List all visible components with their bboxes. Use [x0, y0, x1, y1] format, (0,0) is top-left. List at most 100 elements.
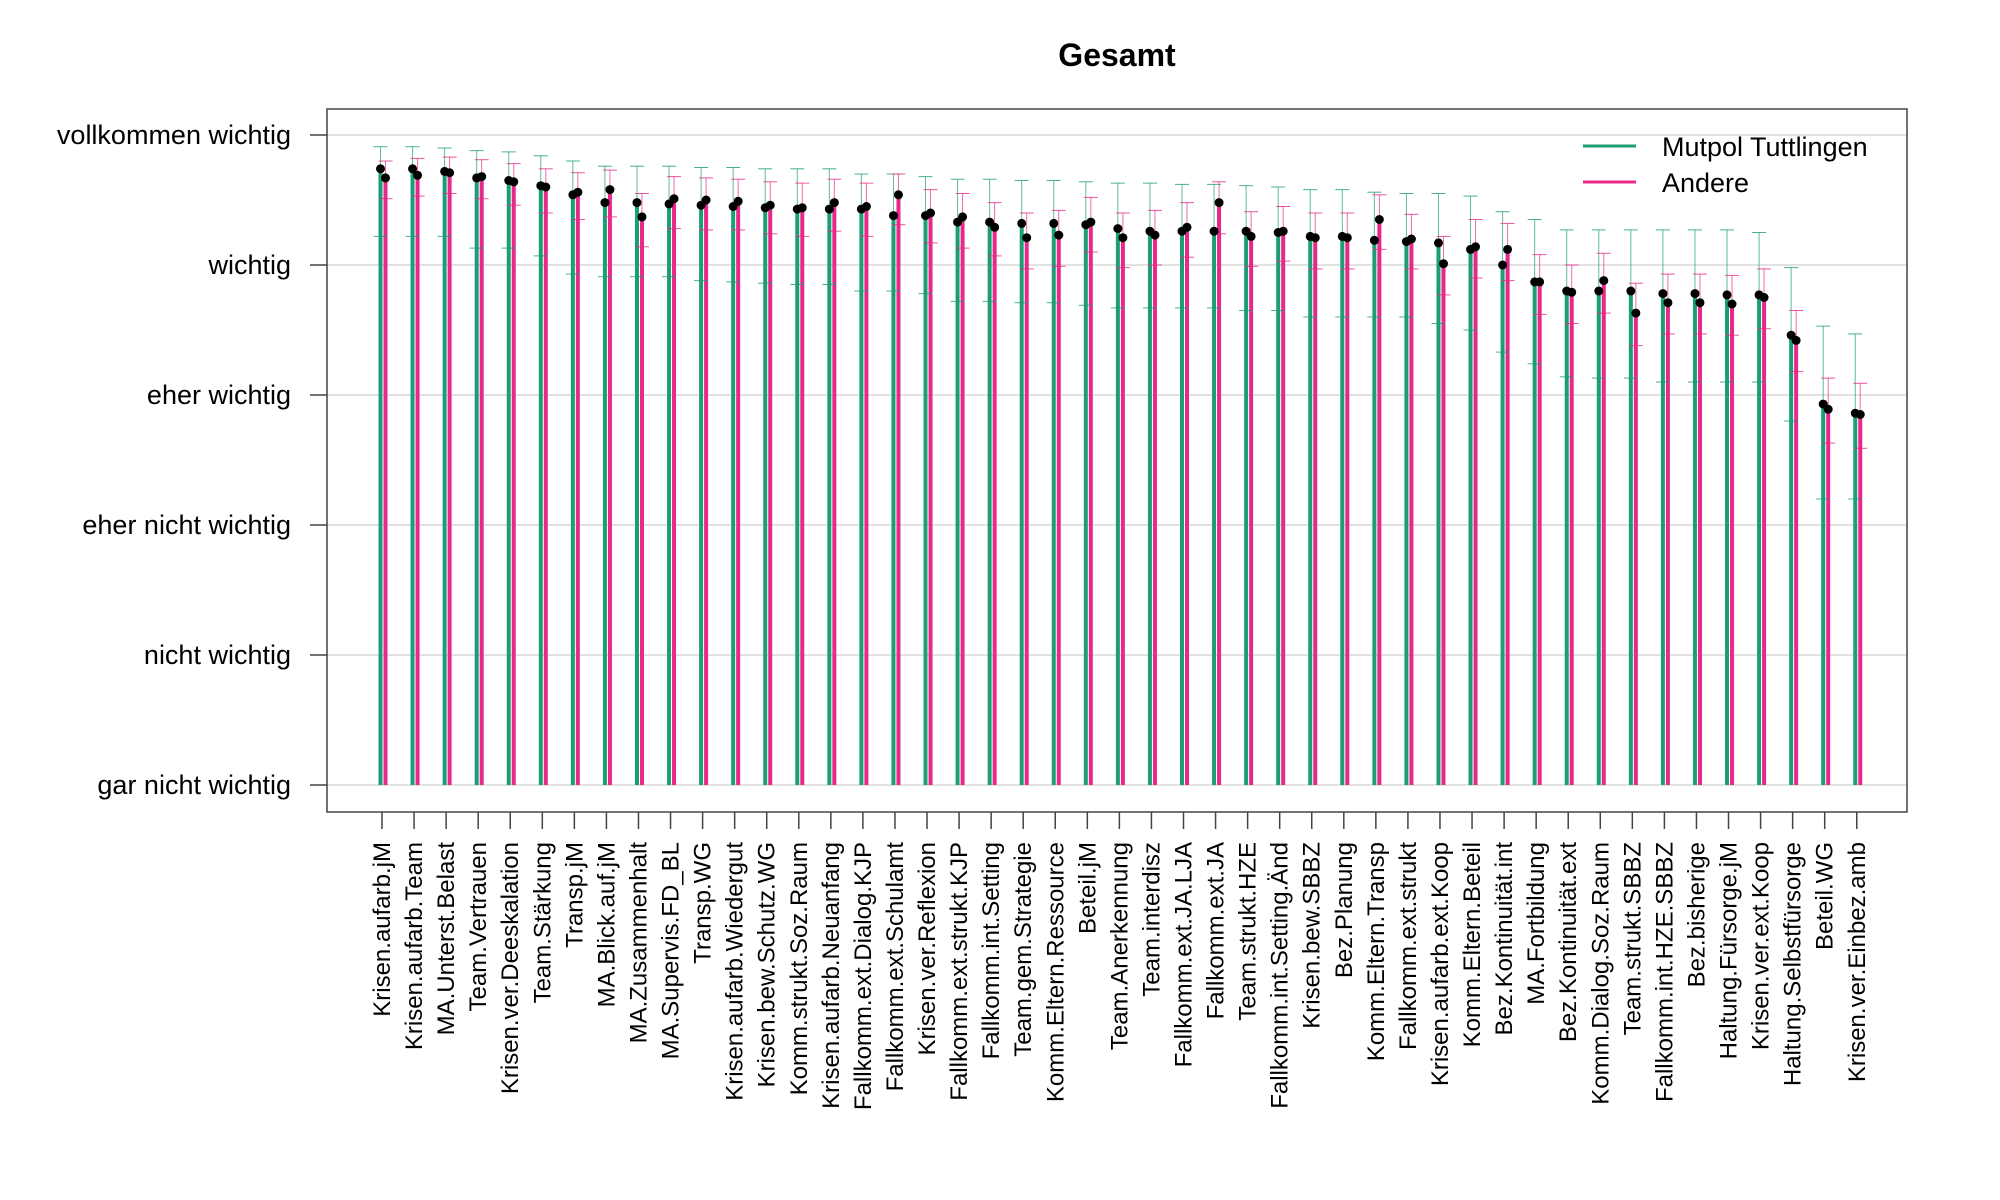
- bar: [1697, 302, 1702, 785]
- mean-point: [1722, 290, 1732, 300]
- bar: [442, 171, 447, 785]
- x-tick-label: Krisen.aufarb.ext.Koop: [1427, 842, 1454, 1086]
- x-tick-label: Komm.Dialog.Soz.Raum: [1587, 842, 1614, 1105]
- mean-point: [600, 198, 610, 208]
- mean-point: [632, 198, 642, 208]
- mean-point: [1855, 410, 1865, 419]
- mean-point: [445, 168, 455, 178]
- x-tick-label: Krisen.ver.ext.Koop: [1748, 842, 1775, 1050]
- mean-point: [413, 170, 423, 180]
- plot-frame: [326, 108, 1908, 813]
- mean-point: [1150, 230, 1160, 240]
- legend: Mutpol Tuttlingen Andere: [1583, 132, 1868, 198]
- x-tick-label: Beteil.jM: [1074, 842, 1101, 934]
- bar: [832, 202, 837, 786]
- bar: [1115, 228, 1120, 786]
- bars: [378, 168, 1863, 786]
- bar: [383, 177, 388, 785]
- bar: [1660, 293, 1665, 785]
- x-tick-label: Team.Anerkennung: [1106, 842, 1133, 1050]
- x-tick-label: Team.Stärkung: [529, 842, 556, 1003]
- mean-point: [893, 190, 903, 200]
- bar: [827, 209, 832, 786]
- mean-point: [1246, 231, 1256, 241]
- mean-point: [1369, 235, 1379, 245]
- bar: [479, 176, 484, 786]
- mean-point: [797, 203, 807, 213]
- bar: [1212, 231, 1217, 785]
- x-tick-label: MA.Supervis.FD_BL: [658, 842, 685, 1059]
- mean-point: [477, 172, 487, 182]
- bar: [768, 205, 773, 785]
- bar: [1404, 241, 1409, 786]
- bar: [1826, 409, 1831, 785]
- bar: [1633, 313, 1638, 785]
- bar: [992, 227, 997, 786]
- mean-point: [1759, 293, 1769, 302]
- y-tick-label: eher nicht wichtig: [82, 510, 291, 540]
- bar: [1083, 224, 1088, 785]
- legend-label-andere: Andere: [1662, 168, 1749, 198]
- bar: [763, 207, 768, 786]
- mean-point: [1022, 233, 1032, 243]
- bar: [1692, 293, 1697, 785]
- bar: [1789, 335, 1794, 785]
- bar: [736, 201, 741, 786]
- x-tick-label: Team.strukt.SBBZ: [1619, 842, 1646, 1035]
- x-tick-label: Krisen.ver.Deeskalation: [497, 842, 524, 1094]
- mean-point: [1310, 233, 1320, 243]
- mean-point: [958, 212, 968, 222]
- mean-point: [990, 222, 1000, 232]
- y-tick-label: wichtig: [207, 250, 291, 280]
- mean-point: [861, 202, 871, 211]
- y-axis: gar nicht wichtig nicht wichtig eher nicht…: [57, 120, 327, 800]
- bar: [1152, 235, 1157, 786]
- mean-point: [541, 182, 551, 192]
- x-tick-label: Team.gem.Strategie: [1010, 842, 1037, 1057]
- bar: [1147, 231, 1152, 785]
- x-tick-label: MA.Blick.auf.jM: [593, 842, 620, 1007]
- x-tick-label: Team.interdisz: [1138, 842, 1165, 997]
- error-bars: [373, 146, 1868, 500]
- bar: [1532, 281, 1537, 785]
- mean-point: [1118, 233, 1128, 243]
- mean-point: [1113, 224, 1123, 234]
- mean-point: [408, 164, 418, 174]
- x-tick-label: Fallkomm.ext.strukt.KJP: [946, 842, 973, 1101]
- y-tick-label: gar nicht wichtig: [97, 770, 291, 800]
- bar: [1821, 404, 1826, 785]
- mean-point: [1278, 226, 1288, 236]
- x-tick-label: Beteil.WG: [1812, 842, 1839, 950]
- x-tick-label: Krisen.aufarb.Neuanfang: [818, 842, 845, 1109]
- x-tick-label: MA.Fortbildung: [1523, 842, 1550, 1005]
- bar: [607, 189, 612, 786]
- bar: [1308, 236, 1313, 785]
- bar: [1244, 231, 1249, 785]
- bar: [1372, 240, 1377, 786]
- bar: [795, 209, 800, 786]
- mean-point: [1471, 242, 1481, 252]
- mean-point: [1086, 217, 1096, 227]
- mean-point: [1342, 233, 1352, 243]
- x-tick-label: Krisen.bew.SBBZ: [1299, 842, 1326, 1029]
- x-tick-label: Fallkomm.int.Setting.Änd: [1267, 842, 1294, 1109]
- y-tick-label: vollkommen wichtig: [57, 120, 291, 150]
- bar: [859, 209, 864, 786]
- mean-point: [1017, 218, 1027, 228]
- mean-point: [1049, 218, 1059, 228]
- mean-point: [1182, 222, 1192, 232]
- bar: [474, 177, 479, 785]
- x-tick-label: Krisen.ver.Einbez.amb: [1844, 842, 1871, 1082]
- bar: [575, 192, 580, 785]
- x-tick-label: Team.Vertrauen: [465, 842, 492, 1011]
- mean-point: [888, 211, 898, 221]
- x-tick-label: Fallkomm.int.HZE.SBBZ: [1651, 842, 1678, 1102]
- x-tick-label: Krisen.aufarb.jM: [369, 842, 396, 1017]
- bar: [1377, 219, 1382, 785]
- mean-point: [926, 208, 936, 218]
- x-tick-label: Fallkomm.ext.strukt: [1395, 842, 1422, 1050]
- bar: [1249, 236, 1254, 785]
- bar: [639, 216, 644, 785]
- x-tick-label: Fallkomm.ext.Dialog.KJP: [850, 842, 877, 1110]
- mean-point: [1594, 286, 1604, 296]
